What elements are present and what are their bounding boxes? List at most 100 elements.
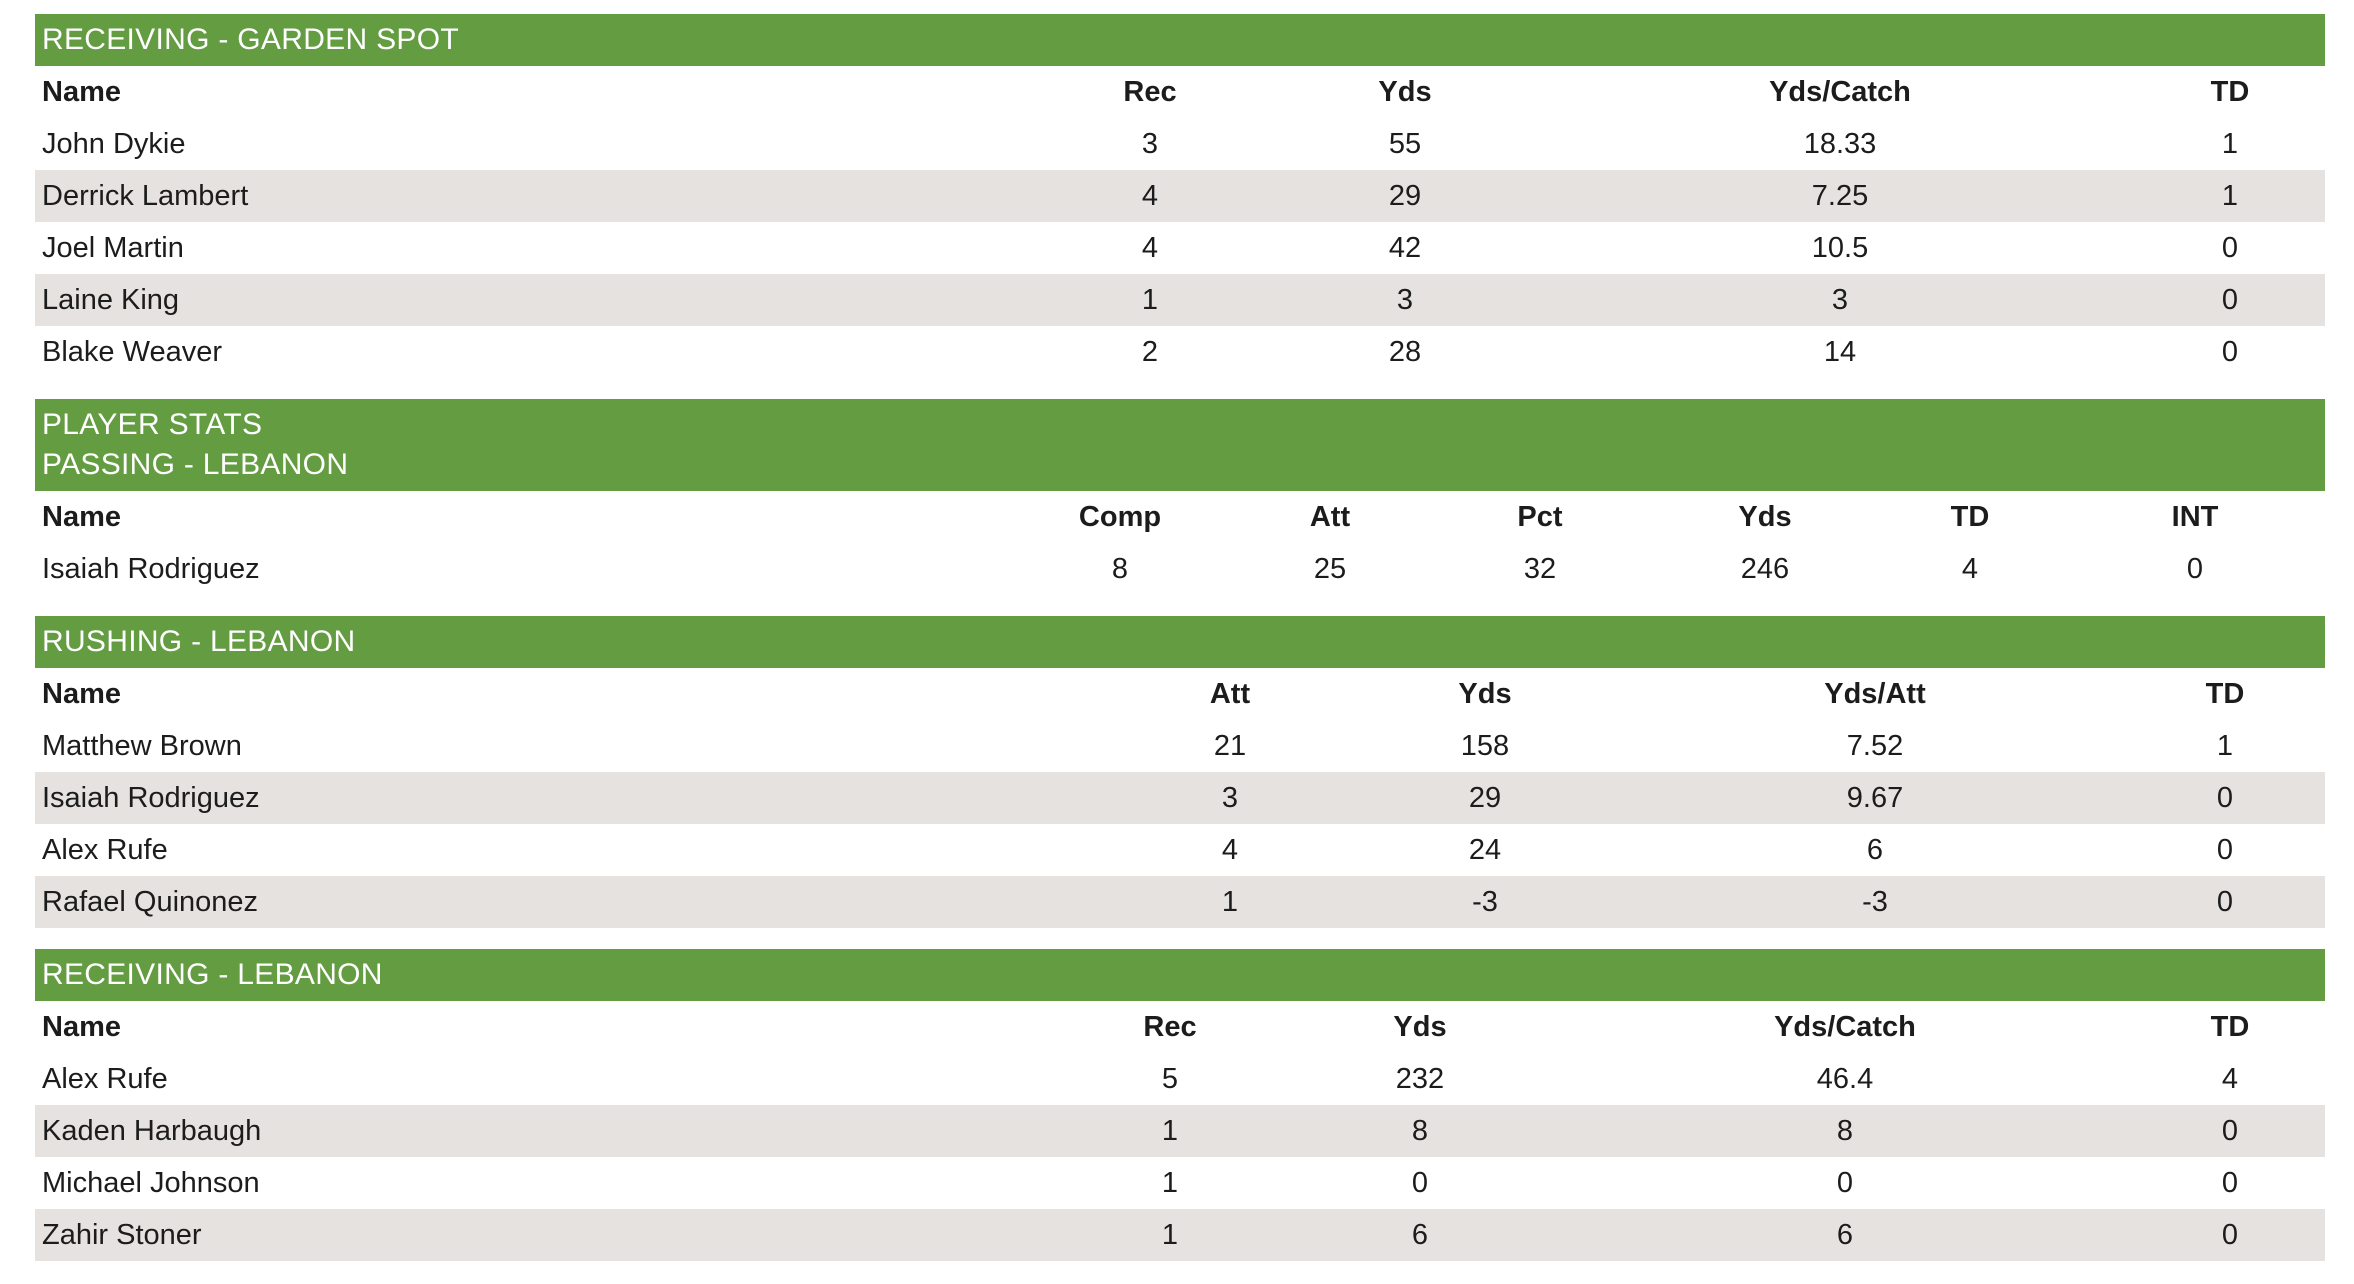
table-row: Derrick Lambert 4 29 7.25 1 — [35, 170, 2325, 222]
table-row: Isaiah Rodriguez 3 29 9.67 0 — [35, 772, 2325, 824]
stat-cell: 1 — [1035, 274, 1265, 326]
table-row: Kaden Harbaugh 1 8 8 0 — [35, 1105, 2325, 1157]
stat-cell: -3 — [1345, 876, 1625, 928]
table-header-row: Name Rec Yds Yds/Catch TD — [35, 66, 2325, 118]
column-header: TD — [2205, 677, 2245, 710]
player-name: Derrick Lambert — [35, 170, 1035, 222]
column-header: TD — [2210, 75, 2250, 108]
stats-table: Name Att Yds Yds/Att TD Matthew Brown 21… — [35, 668, 2325, 928]
stat-cell: 1 — [2135, 170, 2325, 222]
section-title: RECEIVING - LEBANON — [42, 958, 383, 991]
table-row: Matthew Brown 21 158 7.52 1 — [35, 720, 2325, 772]
stat-cell: 0 — [2135, 1209, 2325, 1261]
column-header: Att — [1209, 677, 1251, 710]
stat-cell: 46.4 — [1816, 1062, 1874, 1095]
stat-cell: 0 — [2221, 1166, 2239, 1199]
column-header: TD — [1950, 500, 1990, 533]
stat-cell: 0 — [2135, 1105, 2325, 1157]
column-header: Att — [1309, 500, 1351, 533]
stat-cell: 246 — [1740, 552, 1790, 585]
column-header: INT — [2171, 500, 2219, 533]
table-header-row: Name Att Yds Yds/Att TD — [35, 668, 2325, 720]
stat-cell: 0 — [2216, 833, 2234, 866]
section-title: RECEIVING - GARDEN SPOT — [42, 23, 459, 56]
column-header: Pct — [1517, 500, 1563, 533]
column-header: Yds — [1738, 500, 1792, 533]
stat-cell: 4 — [1221, 833, 1239, 866]
player-name: Isaiah Rodriguez — [35, 772, 1115, 824]
section-header: RECEIVING - GARDEN SPOT — [35, 14, 2325, 66]
stat-cell: 32 — [1523, 552, 1557, 585]
stat-cell: 14 — [1823, 335, 1857, 368]
section-header: RECEIVING - LEBANON — [35, 949, 2325, 1001]
table-row: Joel Martin 4 42 10.5 0 — [35, 222, 2325, 274]
stat-cell: 9.67 — [1625, 772, 2125, 824]
stat-cell: 2 — [1141, 335, 1159, 368]
column-header: Rec — [1143, 1010, 1197, 1043]
stat-cell: 10.5 — [1811, 231, 1869, 264]
table-row: Laine King 1 3 3 0 — [35, 274, 2325, 326]
column-header: Name — [42, 1010, 121, 1043]
column-header: Name — [42, 75, 121, 108]
stat-cell: 1 — [2216, 729, 2234, 762]
table-row: Isaiah Rodriguez 8 25 32 246 4 0 — [35, 543, 2325, 595]
stat-cell: 4 — [1961, 552, 1979, 585]
stat-cell: 1 — [1161, 1166, 1179, 1199]
stat-cell: 5 — [1161, 1062, 1179, 1095]
player-name: Michael Johnson — [42, 1166, 260, 1199]
column-header: TD — [2210, 1010, 2250, 1043]
stat-cell: 24 — [1468, 833, 1502, 866]
stat-cell: 4 — [2221, 1062, 2239, 1095]
stat-cell: 29 — [1265, 170, 1545, 222]
stat-cell: 4 — [1141, 231, 1159, 264]
player-name: Rafael Quinonez — [35, 876, 1115, 928]
player-name: Matthew Brown — [42, 729, 242, 762]
stat-cell: 0 — [2221, 335, 2239, 368]
stat-cell: 1 — [1115, 876, 1345, 928]
player-name: Blake Weaver — [42, 335, 222, 368]
table-row: Zahir Stoner 1 6 6 0 — [35, 1209, 2325, 1261]
player-name: Isaiah Rodriguez — [42, 552, 260, 585]
stat-cell: 232 — [1395, 1062, 1445, 1095]
stat-cell: 1 — [1055, 1105, 1285, 1157]
section-receiving-lebanon: RECEIVING - LEBANON Name Rec Yds Yds/Cat… — [35, 949, 2325, 1261]
column-header: Yds/Catch — [1769, 75, 1911, 108]
column-header: Rec — [1123, 75, 1177, 108]
section-header: PLAYER STATS PASSING - LEBANON — [35, 399, 2325, 491]
stat-cell: 0 — [1836, 1166, 1854, 1199]
stat-cell: 21 — [1213, 729, 1247, 762]
section-supertitle: PLAYER STATS — [42, 408, 263, 441]
table-row: John Dykie 3 55 18.33 1 — [35, 118, 2325, 170]
table-row: Alex Rufe 4 24 6 0 — [35, 824, 2325, 876]
stat-cell: 8 — [1555, 1105, 2135, 1157]
player-name: Alex Rufe — [42, 1062, 168, 1095]
column-header: Yds/Catch — [1774, 1010, 1916, 1043]
column-header: Yds/Att — [1824, 677, 1926, 710]
stat-cell: 18.33 — [1803, 127, 1877, 160]
stat-cell: -3 — [1625, 876, 2125, 928]
column-header: Yds — [1458, 677, 1512, 710]
stat-cell: 55 — [1388, 127, 1422, 160]
stat-cell: 3 — [1265, 274, 1545, 326]
section-title: PASSING - LEBANON — [42, 448, 349, 481]
stats-table: Name Rec Yds Yds/Catch TD Alex Rufe 5 23… — [35, 1001, 2325, 1261]
stat-cell: 6 — [1285, 1209, 1555, 1261]
player-name: Alex Rufe — [42, 833, 168, 866]
player-name: John Dykie — [42, 127, 186, 160]
stat-cell: 6 — [1555, 1209, 2135, 1261]
player-name: Kaden Harbaugh — [35, 1105, 1055, 1157]
stat-cell: 7.25 — [1545, 170, 2135, 222]
table-row: Blake Weaver 2 28 14 0 — [35, 326, 2325, 378]
stats-table: Name Comp Att Pct Yds TD INT Isaiah Rodr… — [35, 491, 2325, 595]
column-header: Comp — [1078, 500, 1162, 533]
stat-cell: 42 — [1388, 231, 1422, 264]
stat-cell: 3 — [1545, 274, 2135, 326]
section-title: RUSHING - LEBANON — [42, 625, 356, 658]
stat-cell: 158 — [1460, 729, 1510, 762]
stat-cell: 0 — [2125, 876, 2325, 928]
player-name: Laine King — [35, 274, 1035, 326]
stat-cell: 25 — [1313, 552, 1347, 585]
stats-table: Name Rec Yds Yds/Catch TD John Dykie 3 5… — [35, 66, 2325, 378]
table-header-row: Name Comp Att Pct Yds TD INT — [35, 491, 2325, 543]
stat-cell: 28 — [1388, 335, 1422, 368]
